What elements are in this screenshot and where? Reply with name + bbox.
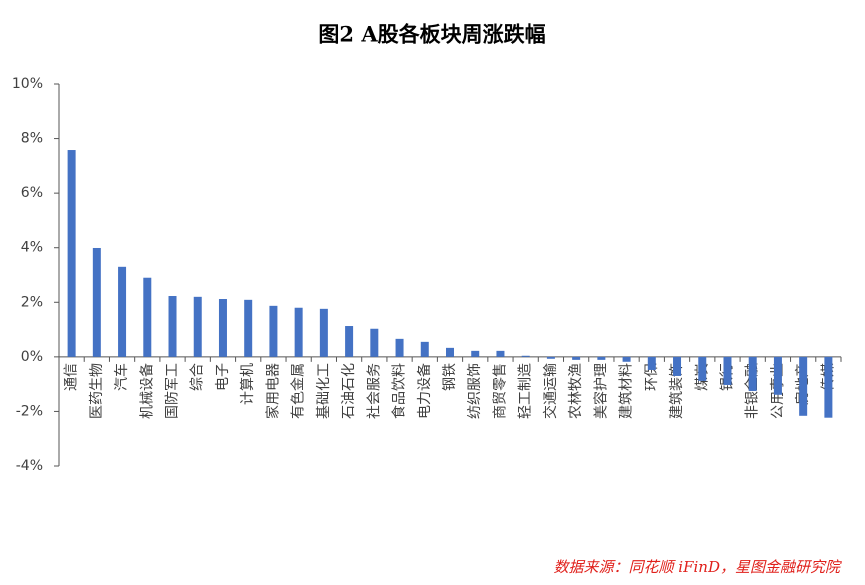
y-tick-label: -4% bbox=[16, 458, 43, 474]
bar bbox=[319, 308, 328, 357]
x-tick-label: 食品饮料 bbox=[391, 363, 408, 419]
x-tick-label: 国防军工 bbox=[165, 363, 181, 419]
x-tick-label: 商贸零售 bbox=[492, 363, 508, 419]
x-tick-label: 社会服务 bbox=[366, 363, 382, 419]
bar bbox=[244, 299, 253, 357]
y-tick-label: 2% bbox=[21, 294, 43, 310]
bar bbox=[269, 305, 278, 357]
x-tick-label: 有色金属 bbox=[290, 363, 307, 419]
bar bbox=[622, 356, 631, 362]
x-tick-label: 农林牧渔 bbox=[568, 363, 584, 419]
x-tick-label: 纺织服饰 bbox=[467, 363, 483, 419]
bar bbox=[118, 266, 127, 357]
x-tick-label: 电力设备 bbox=[416, 363, 433, 419]
x-tick-label: 石油石化 bbox=[341, 363, 357, 419]
x-tick-label: 美容护理 bbox=[592, 363, 609, 419]
bar bbox=[673, 356, 682, 376]
x-tick-label: 汽车 bbox=[113, 363, 130, 391]
y-tick-label: 4% bbox=[21, 240, 43, 256]
x-tick-label: 机械设备 bbox=[138, 363, 155, 419]
y-tick-label: 10% bbox=[12, 76, 43, 92]
bar bbox=[799, 356, 808, 416]
y-tick-label: 0% bbox=[21, 349, 43, 365]
x-tick-label: 建筑装饰 bbox=[669, 363, 685, 419]
bar bbox=[294, 307, 303, 357]
bar bbox=[773, 356, 782, 395]
x-tick-label: 通信 bbox=[64, 363, 80, 391]
x-tick-label: 基础化工 bbox=[315, 363, 332, 419]
bar bbox=[446, 347, 454, 357]
source-note: 数据来源：同花顺 iFinD，星图金融研究院 bbox=[554, 558, 842, 576]
x-tick-label: 计算机 bbox=[240, 363, 256, 405]
x-tick-label: 综合 bbox=[190, 363, 206, 391]
x-tick-label: 建筑材料 bbox=[619, 363, 635, 419]
x-tick-label: 交通运输 bbox=[542, 363, 559, 419]
bar bbox=[471, 350, 480, 357]
bar bbox=[370, 328, 379, 357]
y-tick-label: -2% bbox=[16, 403, 43, 419]
x-tick-label: 轻工制造 bbox=[518, 363, 534, 419]
chart-title: 图2 A股各板块周涨跌幅 bbox=[318, 22, 545, 47]
bar bbox=[92, 247, 101, 357]
bar bbox=[521, 355, 530, 357]
x-tick-label: 钢铁 bbox=[442, 363, 458, 391]
bar bbox=[647, 356, 656, 370]
bar bbox=[67, 150, 76, 357]
bar bbox=[698, 356, 707, 381]
bar bbox=[597, 356, 606, 360]
x-tick-label: 家用电器 bbox=[264, 363, 281, 419]
bar bbox=[168, 296, 177, 357]
bar bbox=[218, 299, 227, 357]
bar bbox=[193, 296, 202, 357]
bar bbox=[496, 350, 505, 357]
bar bbox=[395, 338, 404, 357]
bar bbox=[143, 277, 152, 357]
bar bbox=[723, 356, 732, 385]
y-tick-label: 8% bbox=[21, 131, 43, 147]
x-tick-label: 医药生物 bbox=[89, 363, 105, 419]
x-tick-label: 电子 bbox=[215, 363, 231, 391]
bar bbox=[420, 341, 429, 357]
bar bbox=[748, 356, 757, 391]
bar bbox=[824, 356, 833, 418]
bar bbox=[572, 356, 581, 360]
bar bbox=[546, 356, 555, 359]
x-tick-label: 环保 bbox=[644, 363, 660, 391]
y-tick-label: 6% bbox=[21, 185, 43, 201]
bar bbox=[345, 326, 354, 357]
